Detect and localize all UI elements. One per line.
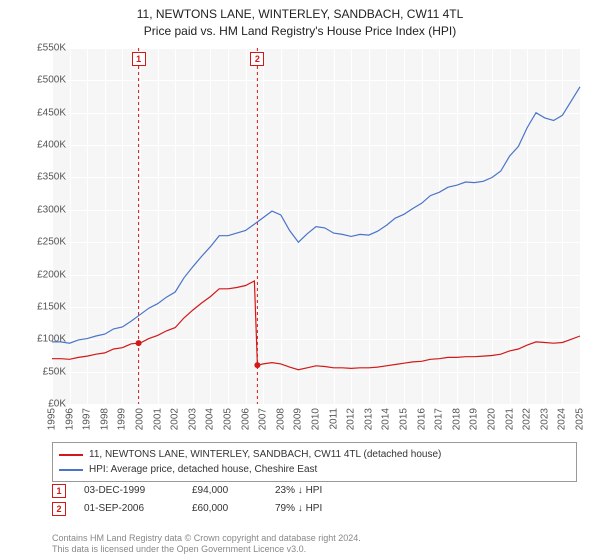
y-axis-label: £0K [16, 399, 66, 410]
attribution-line-2: This data is licensed under the Open Gov… [52, 544, 361, 556]
sale-index-box: 1 [52, 484, 66, 498]
y-axis-label: £50K [16, 366, 66, 377]
legend-label-property: 11, NEWTONS LANE, WINTERLEY, SANDBACH, C… [89, 447, 441, 462]
sale-dot [254, 362, 260, 368]
legend-item-property: 11, NEWTONS LANE, WINTERLEY, SANDBACH, C… [59, 447, 570, 462]
sale-dot [136, 340, 142, 346]
sale-price: £94,000 [192, 482, 257, 500]
x-axis-label: 2018 [451, 408, 462, 430]
x-axis-label: 2009 [293, 408, 304, 430]
x-axis-label: 2001 [152, 408, 163, 430]
attribution-line-1: Contains HM Land Registry data © Crown c… [52, 533, 361, 545]
sale-marker-box: 2 [250, 52, 264, 66]
sale-relative: 23% ↓ HPI [275, 482, 365, 500]
x-axis-label: 2003 [187, 408, 198, 430]
x-axis-label: 2007 [258, 408, 269, 430]
x-axis-label: 2012 [346, 408, 357, 430]
gridline-h [52, 404, 580, 405]
x-axis-label: 1998 [99, 408, 110, 430]
gridline-v [580, 48, 581, 404]
x-axis-label: 2000 [135, 408, 146, 430]
sale-date: 01-SEP-2006 [84, 500, 174, 518]
attribution: Contains HM Land Registry data © Crown c… [52, 533, 361, 556]
sale-date: 03-DEC-1999 [84, 482, 174, 500]
sale-row: 1 03-DEC-1999 £94,000 23% ↓ HPI [52, 482, 365, 500]
sale-price: £60,000 [192, 500, 257, 518]
sale-index-box: 2 [52, 502, 66, 516]
y-axis-label: £300K [16, 204, 66, 215]
x-axis-label: 2002 [170, 408, 181, 430]
price-chart: 12 1995199619971998199920002001200220032… [52, 48, 580, 404]
x-axis-label: 1999 [117, 408, 128, 430]
x-axis-label: 2013 [363, 408, 374, 430]
series-property [52, 281, 580, 370]
y-axis-label: £200K [16, 269, 66, 280]
x-axis-label: 2017 [434, 408, 445, 430]
legend-label-hpi: HPI: Average price, detached house, Ches… [89, 462, 317, 477]
x-axis-label: 1997 [82, 408, 93, 430]
x-axis-label: 2010 [311, 408, 322, 430]
title-line-2: Price paid vs. HM Land Registry's House … [0, 23, 600, 40]
x-axis-label: 1995 [47, 408, 58, 430]
series-hpi [52, 87, 580, 343]
sale-relative: 79% ↓ HPI [275, 500, 365, 518]
x-axis-label: 2023 [539, 408, 550, 430]
x-axis-label: 2008 [275, 408, 286, 430]
y-axis-label: £550K [16, 43, 66, 54]
y-axis-label: £150K [16, 301, 66, 312]
y-axis-label: £450K [16, 107, 66, 118]
x-axis-label: 2005 [223, 408, 234, 430]
title-line-1: 11, NEWTONS LANE, WINTERLEY, SANDBACH, C… [0, 6, 600, 23]
x-axis-label: 2021 [504, 408, 515, 430]
x-axis-label: 2020 [487, 408, 498, 430]
x-axis-label: 2014 [381, 408, 392, 430]
sales-table: 1 03-DEC-1999 £94,000 23% ↓ HPI 2 01-SEP-2006… [52, 482, 365, 518]
x-axis-label: 2024 [557, 408, 568, 430]
sale-row: 2 01-SEP-2006 £60,000 79% ↓ HPI [52, 500, 365, 518]
x-axis-label: 2022 [522, 408, 533, 430]
y-axis-label: £100K [16, 334, 66, 345]
legend: 11, NEWTONS LANE, WINTERLEY, SANDBACH, C… [52, 442, 577, 482]
y-axis-label: £250K [16, 237, 66, 248]
x-axis-label: 1996 [64, 408, 75, 430]
x-axis-label: 2011 [328, 408, 339, 430]
sale-marker-box: 1 [132, 52, 146, 66]
x-axis-label: 2019 [469, 408, 480, 430]
y-axis-label: £500K [16, 75, 66, 86]
legend-item-hpi: HPI: Average price, detached house, Ches… [59, 462, 570, 477]
x-axis-label: 2025 [575, 408, 586, 430]
x-axis-label: 2015 [399, 408, 410, 430]
x-axis-label: 2016 [416, 408, 427, 430]
y-axis-label: £400K [16, 140, 66, 151]
x-axis-label: 2004 [205, 408, 216, 430]
x-axis-label: 2006 [240, 408, 251, 430]
y-axis-label: £350K [16, 172, 66, 183]
